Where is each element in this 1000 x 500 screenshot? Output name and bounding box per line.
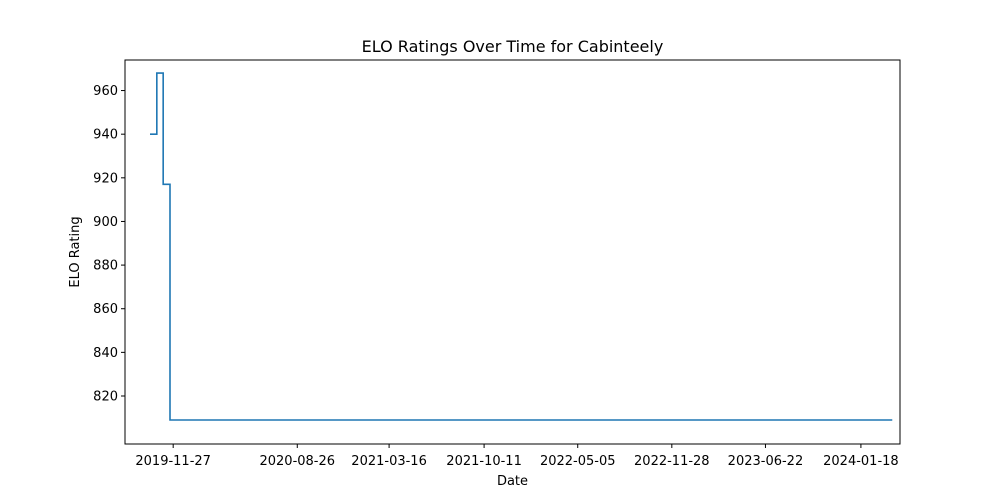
y-tick-label: 880 [93,259,118,274]
plot-area-frame [124,59,901,445]
chart-title: ELO Ratings Over Time for Cabinteely [362,37,664,56]
x-tick-label: 2022-05-05 [540,454,616,469]
x-tick-label: 2023-06-22 [728,454,804,469]
y-axis-ticks: 820 840 860 880 900 920 940 960 [93,84,125,405]
x-tick-label: 2024-01-18 [823,454,899,469]
x-tick-label: 2019-11-27 [135,454,211,469]
y-tick-label: 920 [93,171,118,186]
x-tick-label: 2022-11-28 [634,454,710,469]
y-tick-label: 860 [93,302,118,317]
x-tick-label: 2021-10-11 [446,454,522,469]
x-tick-label: 2020-08-26 [259,454,335,469]
x-tick-label: 2021-03-16 [351,454,427,469]
x-axis-ticks: 2019-11-27 2020-08-26 2021-03-16 2021-10-11… [135,444,899,469]
y-tick-label: 820 [93,390,118,405]
y-axis-title: ELO Rating [68,216,83,287]
y-tick-label: 960 [93,84,118,99]
y-tick-label: 840 [93,346,118,361]
y-tick-label: 900 [93,215,118,230]
x-axis-title: Date [497,474,528,489]
elo-series-line [150,72,893,421]
y-tick-label: 940 [93,128,118,143]
series-layer [150,72,893,421]
